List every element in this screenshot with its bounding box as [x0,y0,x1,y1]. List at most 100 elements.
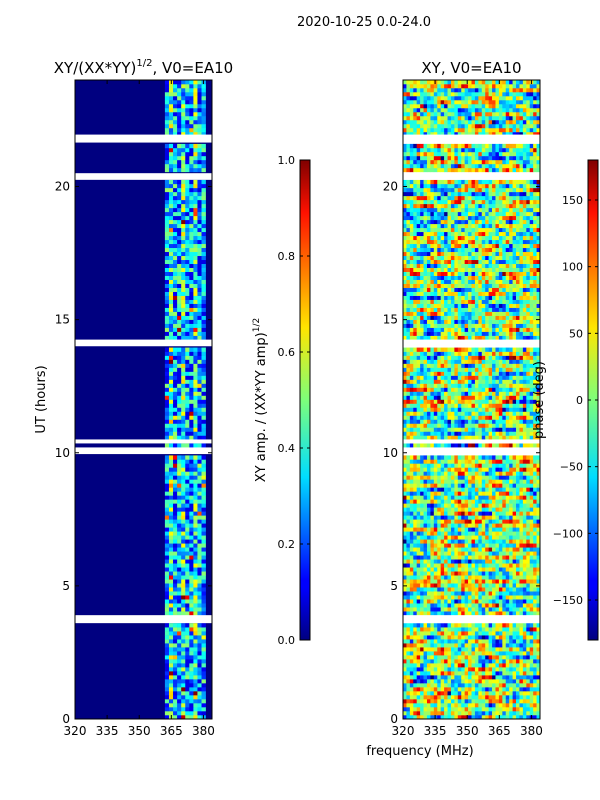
amp-cell [193,627,198,632]
phase-cell [485,703,489,708]
phase-cell [512,679,517,684]
phase-cell [464,663,469,668]
amp-cell [201,571,206,576]
phase-cell [533,427,537,432]
phase-cell [471,383,476,388]
phase-cell [519,395,524,400]
amp-cell [201,459,206,464]
amp-cell [164,643,170,648]
phase-cell [413,539,417,544]
phase-cell [498,527,503,532]
phase-cell [416,435,421,440]
phase-heatmap [403,80,541,720]
amp-cell [181,83,186,89]
phase-cell [413,383,417,388]
phase-cell [444,415,448,420]
phase-cell [447,611,452,616]
phase-cell [502,355,507,360]
phase-cell [430,491,435,496]
phase-cell [522,703,527,708]
phase-cell [488,683,493,688]
amp-cell [164,611,170,616]
phase-cell [447,639,452,644]
phase-cell [420,639,424,644]
phase-cell [474,459,479,464]
phase-cell [450,583,455,588]
phase-cell [403,579,407,584]
phase-cell [502,659,507,664]
phase-cell [512,607,517,612]
phase-cell [457,503,462,508]
phase-cell [437,443,441,448]
phase-cell [519,651,524,656]
amp-cell [185,631,190,636]
phase-cell [433,479,438,484]
amp-cell [189,579,194,584]
amp-cell [185,159,190,165]
phase-cell [529,543,534,548]
phase-cell [454,711,459,716]
amp-cell [201,99,206,105]
phase-cell [502,603,507,608]
amp-cell [201,219,206,225]
phase-cell [420,611,424,616]
phase-cell [426,503,431,508]
phase-cell [478,575,483,580]
phase-cell [423,711,428,716]
phase-cell [409,391,414,396]
amp-cell [168,683,174,688]
phase-cell [481,567,486,572]
phase-cell [437,415,441,420]
phase-cell [529,687,534,692]
phase-cell [519,367,524,372]
phase-cell [447,443,452,448]
phase-cell [471,567,476,572]
phase-cell [522,535,527,540]
phase-cell [533,547,537,552]
phase-cell [522,467,527,472]
amp-cell [189,299,194,304]
amp-cell [189,159,194,165]
phase-cell [516,651,520,656]
phase-cell [526,695,531,700]
phase-cell [416,527,421,532]
phase-cell [444,659,448,664]
phase-cell [468,367,472,372]
phase-cell [519,571,524,576]
phase-cell [505,491,510,496]
amp-colorbar-label: XY amp. / (XX*YY amp)1/2 [252,318,269,482]
phase-cell [492,631,496,636]
phase-cell [509,427,513,432]
phase-cell [416,599,421,604]
amp-cell [197,163,202,169]
phase-cell [533,663,537,668]
phase-cell [474,715,479,720]
phase-cell [509,503,513,508]
phase-cell [444,411,448,416]
phase-cell [509,539,513,544]
amp-cell [189,683,194,688]
phase-cell [447,483,452,488]
phase-cell [502,483,507,488]
phase-cell [420,679,424,684]
phase-cell [433,411,438,416]
phase-cell [526,683,531,688]
phase-cell [471,575,476,580]
phase-cell [420,487,424,492]
phase-cell [519,483,524,488]
phase-cell [498,651,503,656]
amp-cell [173,567,178,572]
phase-cell [474,523,479,528]
amp-cell [168,323,174,328]
amp-cell [181,403,186,408]
amp-cell [173,635,178,640]
phase-cell [481,443,486,448]
phase-cell [495,403,500,408]
amp-cell [177,611,182,616]
phase-cell [512,359,517,364]
phase-cell [502,543,507,548]
phase-cell [481,555,486,560]
phase-cell [420,539,424,544]
amp-cell [164,107,170,113]
phase-cell [461,655,465,660]
